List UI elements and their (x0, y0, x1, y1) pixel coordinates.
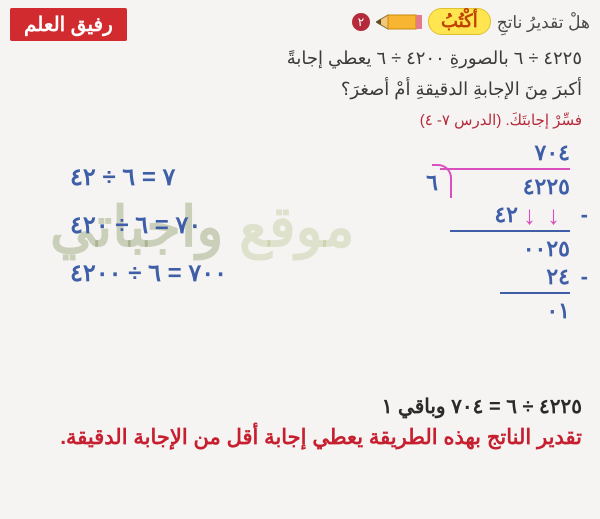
arrow-down-2: ↓ (523, 198, 536, 233)
item-number: ٢ (352, 13, 370, 31)
remainder: ٠١ (546, 296, 570, 326)
eq-3: ٧٠٠ = ٦ ÷ ٤٢٠٠ (70, 250, 227, 298)
write-button: أكْتُبُ (428, 8, 491, 35)
step-1: ٤٢ (494, 200, 518, 230)
eq-2: ٧٠ = ٦ ÷ ٤٢٠ (70, 202, 227, 250)
step-3: ٢٤ (546, 262, 570, 292)
conclusion: تقدير الناتج بهذه الطريقة يعطي إجابة أقل… (18, 425, 582, 450)
arrow-down-1: ↓ (547, 198, 560, 233)
step-2: ٠٠٢٥ (523, 234, 570, 264)
quotient: ٧٠٤ (535, 138, 570, 168)
question-intro: هلْ تقديرُ ناتجِ (497, 13, 590, 33)
minus-2: - (581, 262, 588, 292)
lesson-ref: فسِّرْ إجابتَكَ. (الدرس ٧- ٤) (80, 108, 582, 134)
site-badge: رفيق العلم (10, 8, 127, 41)
problem-line-2: أكبرَ مِنَ الإجابةِ الدقيقةِ أمْ أصغرَ؟ (80, 74, 582, 105)
exact-answer: ٤٢٢٥ ÷ ٦ = ٧٠٤ وباقي ١ (18, 394, 582, 419)
minus-1: - (581, 200, 588, 230)
problem-line-1: ٤٢٢٥ ÷ ٦ بالصورةِ ٤٢٠٠ ÷ ٦ يعطي إجابةً (80, 43, 582, 74)
long-division: ٧٠٤ ٦ ٤٢٢٥ ٤٢ - ↓ ↓ ٠٠٢٥ ٢٤ - ٠١ (390, 138, 570, 324)
eq-1: ٧ = ٦ ÷ ٤٢ (70, 154, 227, 202)
pencil-icon (376, 12, 422, 32)
estimation-equations: ٧ = ٦ ÷ ٤٢ ٧٠ = ٦ ÷ ٤٢٠ ٧٠٠ = ٦ ÷ ٤٢٠٠ (70, 154, 227, 298)
